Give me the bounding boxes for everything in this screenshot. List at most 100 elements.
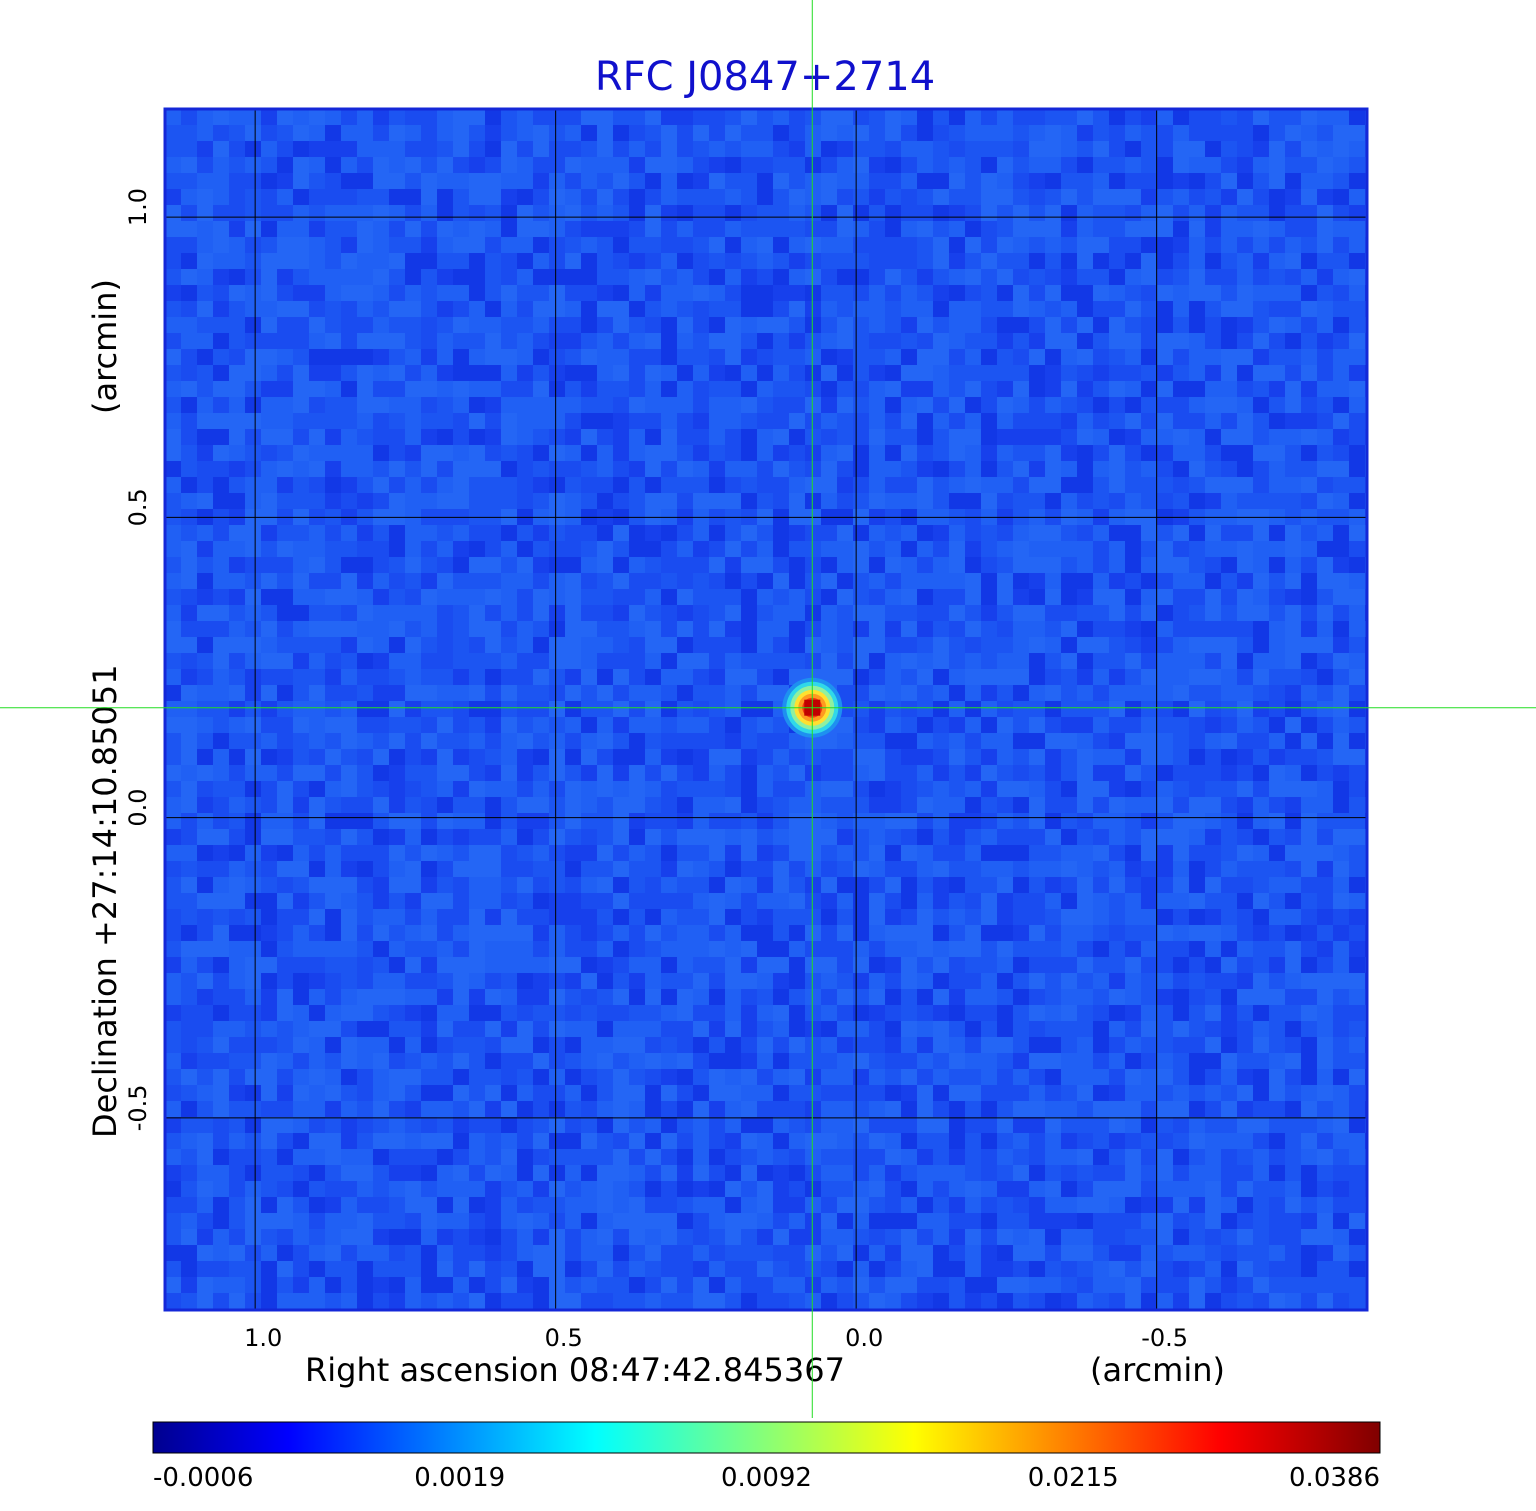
noise-pixel [453,845,469,861]
noise-pixel [357,685,373,701]
noise-pixel [773,301,789,317]
noise-pixel [485,317,501,333]
noise-pixel [213,477,229,493]
noise-pixel [309,253,325,269]
noise-pixel [1109,189,1125,205]
noise-pixel [341,781,357,797]
noise-pixel [261,1149,277,1165]
noise-pixel [773,605,789,621]
noise-pixel [277,157,293,173]
noise-pixel [741,733,757,749]
noise-pixel [325,845,341,861]
noise-pixel [901,157,917,173]
noise-pixel [565,589,581,605]
noise-pixel [1301,1053,1317,1069]
noise-pixel [1109,957,1125,973]
noise-pixel [1189,941,1205,957]
noise-pixel [1157,413,1173,429]
noise-pixel [197,845,213,861]
noise-pixel [949,205,965,221]
noise-pixel [821,365,837,381]
noise-pixel [1125,669,1141,685]
noise-pixel [309,717,325,733]
noise-pixel [1157,365,1173,381]
noise-pixel [261,1085,277,1101]
noise-pixel [677,109,693,125]
noise-pixel [1029,1085,1045,1101]
noise-pixel [981,365,997,381]
noise-pixel [981,477,997,493]
noise-pixel [1221,605,1237,621]
noise-pixel [1061,1005,1077,1021]
noise-pixel [1013,189,1029,205]
noise-pixel [517,221,533,237]
noise-pixel [629,1021,645,1037]
noise-pixel [1333,141,1349,157]
noise-pixel [853,557,869,573]
noise-pixel [277,1133,293,1149]
noise-pixel [885,605,901,621]
noise-pixel [389,637,405,653]
noise-pixel [885,669,901,685]
noise-pixel [1013,717,1029,733]
noise-pixel [613,653,629,669]
noise-pixel [197,525,213,541]
noise-pixel [1269,125,1285,141]
noise-pixel [1205,141,1221,157]
noise-pixel [181,621,197,637]
noise-pixel [405,717,421,733]
noise-pixel [1237,925,1253,941]
noise-pixel [197,1005,213,1021]
noise-pixel [1189,109,1205,125]
noise-pixel [773,1021,789,1037]
noise-pixel [501,269,517,285]
noise-pixel [1125,781,1141,797]
noise-pixel [213,333,229,349]
noise-pixel [533,621,549,637]
noise-pixel [1285,653,1301,669]
noise-pixel [405,429,421,445]
noise-pixel [293,493,309,509]
noise-pixel [325,941,341,957]
noise-pixel [629,541,645,557]
noise-pixel [629,685,645,701]
noise-pixel [501,461,517,477]
noise-pixel [725,781,741,797]
noise-pixel [1269,1101,1285,1117]
noise-pixel [197,269,213,285]
noise-pixel [997,189,1013,205]
noise-pixel [245,925,261,941]
noise-pixel [1045,125,1061,141]
noise-pixel [437,1005,453,1021]
noise-pixel [469,173,485,189]
noise-pixel [1301,381,1317,397]
noise-pixel [165,109,181,125]
noise-pixel [645,621,661,637]
noise-pixel [1317,797,1333,813]
noise-pixel [565,557,581,573]
noise-pixel [709,381,725,397]
noise-pixel [693,541,709,557]
noise-pixel [357,525,373,541]
noise-pixel [1269,493,1285,509]
noise-pixel [373,893,389,909]
noise-pixel [965,861,981,877]
noise-pixel [501,365,517,381]
noise-pixel [757,1133,773,1149]
noise-pixel [213,237,229,253]
noise-pixel [757,397,773,413]
noise-pixel [293,989,309,1005]
noise-pixel [1285,909,1301,925]
noise-pixel [213,813,229,829]
noise-pixel [485,349,501,365]
noise-pixel [389,749,405,765]
noise-pixel [645,989,661,1005]
noise-pixel [469,653,485,669]
noise-pixel [501,1069,517,1085]
noise-pixel [1125,1005,1141,1021]
noise-pixel [821,733,837,749]
noise-pixel [789,1037,805,1053]
noise-pixel [1349,989,1365,1005]
noise-pixel [389,653,405,669]
noise-pixel [789,989,805,1005]
